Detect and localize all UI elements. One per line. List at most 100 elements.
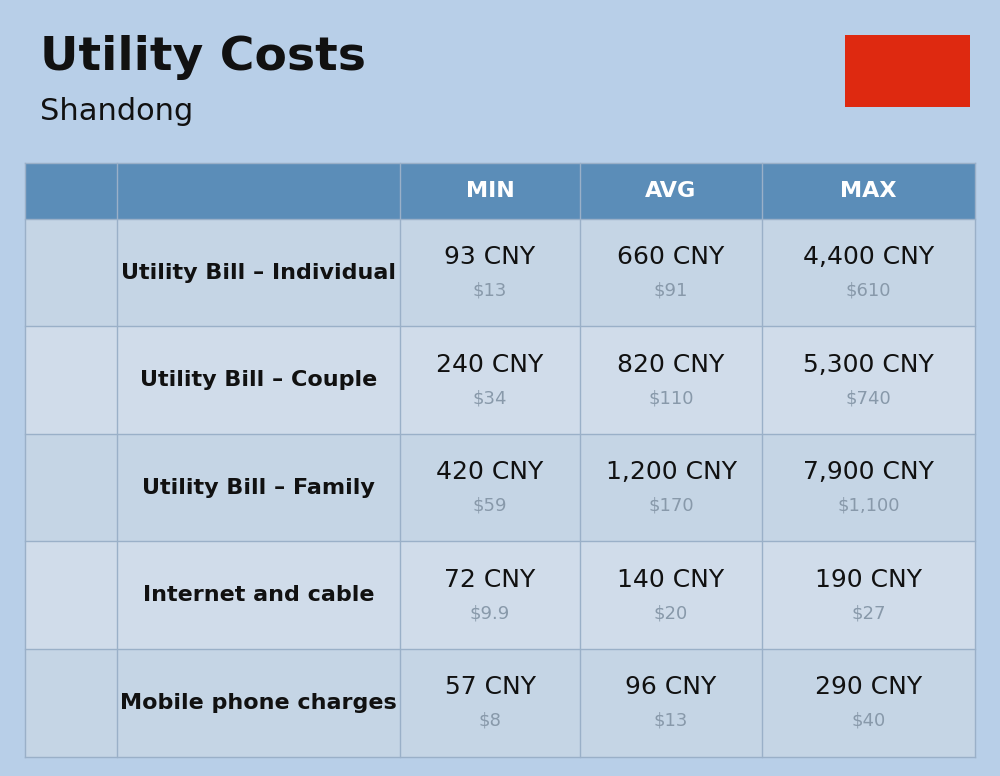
Circle shape [82, 357, 90, 363]
Text: 240 CNY: 240 CNY [436, 352, 544, 376]
FancyBboxPatch shape [45, 682, 96, 723]
Text: 660 CNY: 660 CNY [617, 245, 725, 269]
Circle shape [57, 473, 64, 480]
Circle shape [80, 598, 85, 603]
FancyBboxPatch shape [71, 712, 84, 723]
Text: $40: $40 [851, 712, 886, 729]
Circle shape [57, 348, 64, 354]
Polygon shape [921, 69, 943, 81]
FancyBboxPatch shape [33, 279, 64, 304]
Text: 820 CNY: 820 CNY [617, 352, 725, 376]
Circle shape [82, 249, 90, 255]
Text: $110: $110 [648, 389, 694, 407]
Circle shape [54, 676, 58, 679]
FancyBboxPatch shape [59, 712, 71, 723]
FancyBboxPatch shape [38, 669, 104, 737]
Circle shape [64, 461, 78, 473]
Circle shape [78, 240, 85, 247]
Circle shape [64, 353, 78, 366]
FancyBboxPatch shape [46, 702, 59, 712]
Text: 96 CNY: 96 CNY [625, 675, 717, 699]
FancyBboxPatch shape [33, 387, 64, 411]
FancyBboxPatch shape [78, 387, 108, 411]
Text: $27: $27 [851, 605, 886, 622]
Text: MAX: MAX [840, 181, 897, 201]
FancyBboxPatch shape [59, 691, 71, 702]
Text: $170: $170 [648, 497, 694, 514]
Circle shape [69, 676, 73, 679]
FancyBboxPatch shape [33, 495, 64, 519]
Circle shape [78, 455, 85, 462]
Text: Utility Bill – Individual: Utility Bill – Individual [121, 262, 396, 282]
Text: 93 CNY: 93 CNY [444, 245, 536, 269]
Circle shape [67, 236, 75, 243]
Circle shape [67, 262, 75, 268]
Circle shape [82, 464, 90, 470]
Text: 290 CNY: 290 CNY [815, 675, 922, 699]
Text: $20: $20 [654, 605, 688, 622]
FancyBboxPatch shape [83, 712, 96, 723]
Text: $59: $59 [473, 497, 507, 514]
FancyBboxPatch shape [46, 712, 59, 723]
FancyBboxPatch shape [83, 691, 96, 702]
Circle shape [64, 246, 78, 258]
Text: 140 CNY: 140 CNY [617, 568, 725, 592]
FancyBboxPatch shape [71, 691, 84, 702]
Text: Utility Bill – Family: Utility Bill – Family [142, 478, 375, 497]
Text: 1,200 CNY: 1,200 CNY [606, 460, 736, 484]
Text: $1,100: $1,100 [837, 497, 900, 514]
FancyBboxPatch shape [78, 495, 108, 519]
Circle shape [57, 365, 64, 372]
Text: Internet and cable: Internet and cable [143, 585, 374, 605]
FancyBboxPatch shape [71, 702, 84, 712]
Text: Mobile phone charges: Mobile phone charges [120, 693, 397, 713]
FancyBboxPatch shape [45, 675, 96, 681]
FancyBboxPatch shape [46, 691, 59, 702]
Text: $9.9: $9.9 [470, 605, 510, 622]
Text: 190 CNY: 190 CNY [815, 568, 922, 592]
Circle shape [67, 369, 75, 376]
Text: 5,300 CNY: 5,300 CNY [803, 352, 934, 376]
Text: 7,900 CNY: 7,900 CNY [803, 460, 934, 484]
Text: 420 CNY: 420 CNY [436, 460, 544, 484]
FancyBboxPatch shape [55, 257, 87, 281]
Circle shape [88, 289, 98, 297]
Circle shape [67, 452, 75, 458]
Circle shape [52, 464, 60, 470]
Polygon shape [842, 49, 903, 82]
Polygon shape [904, 40, 926, 53]
Circle shape [53, 611, 59, 616]
Polygon shape [922, 52, 944, 65]
Text: 4,400 CNY: 4,400 CNY [803, 245, 934, 269]
Text: MIN: MIN [466, 181, 514, 201]
Text: Utility Bill – Couple: Utility Bill – Couple [140, 370, 377, 390]
Text: $13: $13 [473, 282, 507, 300]
Text: $13: $13 [654, 712, 688, 729]
Circle shape [78, 365, 85, 372]
FancyBboxPatch shape [55, 364, 87, 389]
Polygon shape [902, 81, 924, 93]
Circle shape [57, 258, 64, 265]
Text: AVG: AVG [645, 181, 697, 201]
Circle shape [52, 357, 60, 363]
Circle shape [58, 348, 84, 371]
Text: $610: $610 [846, 282, 891, 300]
FancyBboxPatch shape [36, 601, 106, 626]
Circle shape [58, 241, 84, 264]
Circle shape [78, 258, 85, 265]
FancyBboxPatch shape [55, 472, 87, 496]
Text: $91: $91 [654, 282, 688, 300]
Circle shape [88, 396, 98, 405]
Circle shape [67, 477, 75, 483]
Circle shape [52, 249, 60, 255]
Circle shape [78, 348, 85, 354]
Circle shape [78, 473, 85, 480]
Circle shape [58, 456, 84, 479]
Text: $8: $8 [479, 712, 501, 729]
Text: 72 CNY: 72 CNY [444, 568, 536, 592]
FancyBboxPatch shape [54, 726, 88, 732]
Text: Utility Costs: Utility Costs [40, 35, 366, 80]
FancyBboxPatch shape [78, 279, 108, 304]
Circle shape [62, 611, 68, 616]
Circle shape [62, 676, 65, 679]
